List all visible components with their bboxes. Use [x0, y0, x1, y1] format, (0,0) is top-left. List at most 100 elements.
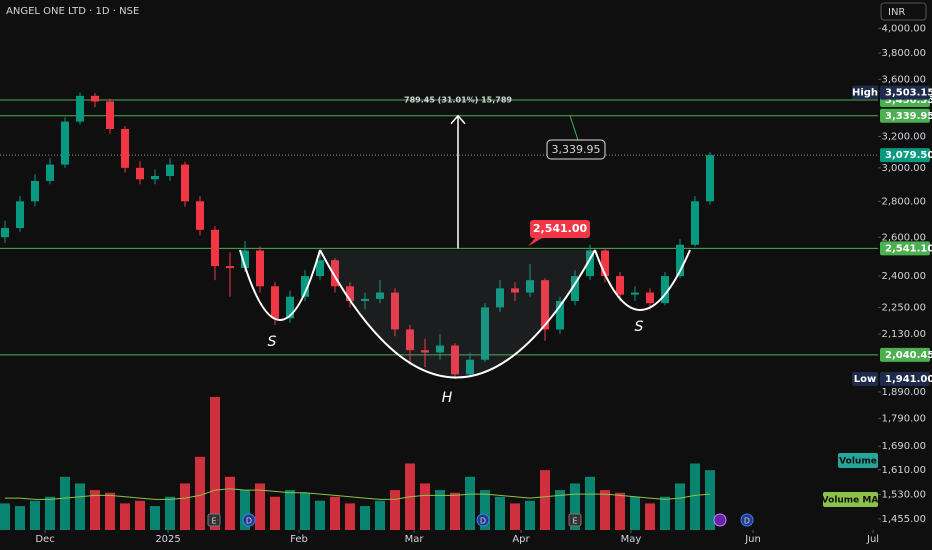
pattern-label: H — [442, 390, 453, 406]
candle-body — [255, 250, 264, 287]
candle-body — [645, 292, 654, 304]
event-split — [713, 513, 727, 527]
candle-body — [240, 250, 249, 269]
volume-bar — [119, 503, 130, 530]
y-tick-label: 2,800.00 — [881, 196, 926, 207]
neckline-label: 2,541.00 — [533, 222, 588, 235]
pattern-curves — [239, 249, 691, 379]
low_marker-label: 1,941.00 — [885, 374, 932, 385]
y-tick-label: 1,610.00 — [881, 465, 926, 476]
volume-bar — [14, 506, 25, 530]
candle-body — [570, 276, 579, 301]
candle-body — [525, 280, 534, 293]
x-tick-label: Jun — [744, 534, 761, 545]
measure-label: 789.45 (31.01%) 15,789 — [404, 96, 512, 105]
volume-ma-legend-box — [823, 492, 878, 507]
volume-bar — [134, 500, 145, 530]
candle-body — [195, 201, 204, 230]
candle-body — [210, 229, 219, 267]
right-shoulder — [594, 249, 691, 311]
price-tag — [880, 347, 930, 362]
y-tick-label: 1,790.00 — [881, 413, 926, 424]
volume-bar — [554, 490, 565, 530]
high_marker-label: 3,503.15 — [885, 88, 932, 99]
volume-bar — [524, 500, 535, 530]
volume-bar — [164, 496, 175, 530]
x-tick-label: 2025 — [155, 534, 180, 545]
volume-bar — [539, 470, 550, 530]
y-tick-label: 2,250.00 — [881, 302, 926, 313]
candle-body — [300, 276, 309, 297]
candle-body — [315, 260, 324, 277]
candle-body — [540, 280, 549, 330]
volume-bar — [464, 476, 475, 530]
volume-legend: Volume — [839, 457, 877, 467]
volume-bar — [179, 483, 190, 530]
candle-body — [90, 95, 99, 102]
y-tick-label: 1,890.00 — [881, 387, 926, 398]
event-label: D — [246, 517, 252, 526]
volume-bar — [494, 496, 505, 530]
target-box — [546, 139, 606, 160]
candle-body — [510, 288, 519, 293]
volume-bar — [359, 506, 370, 530]
currency-button[interactable] — [880, 2, 927, 21]
volume-bar — [344, 503, 355, 530]
volume-bar — [269, 496, 280, 530]
volume-bar — [509, 503, 520, 530]
volume-bar — [299, 492, 310, 530]
y-tick-label: 2,600.00 — [881, 232, 926, 243]
volume-bar — [0, 503, 10, 530]
y-tick-label: 4,000.00 — [881, 23, 926, 34]
candle-body — [705, 155, 714, 202]
candle-body — [615, 276, 624, 295]
price-tag-label: 2,541.10 — [885, 243, 932, 254]
volume-bar — [194, 456, 205, 530]
volume-bar — [479, 490, 490, 530]
volume-bar — [209, 397, 220, 530]
candle-body — [0, 228, 9, 238]
event-earnings — [568, 513, 582, 527]
candle-body — [495, 288, 504, 308]
volume-legend-box — [838, 453, 878, 468]
y-tick-label: 2,400.00 — [881, 271, 926, 282]
volume-bar — [599, 490, 610, 530]
currency[interactable]: INR — [888, 7, 905, 18]
y-tick-label: 3,600.00 — [881, 74, 926, 85]
candle-body — [480, 307, 489, 360]
low_marker-tag — [880, 372, 930, 387]
volume-bar — [629, 496, 640, 530]
candle-body — [225, 266, 234, 269]
candle-body — [450, 345, 459, 375]
price-tag — [880, 108, 930, 123]
volume-bar — [614, 492, 625, 530]
candle-body — [285, 296, 294, 319]
volume-bar — [29, 500, 40, 530]
volume-bar — [644, 503, 655, 530]
head — [319, 249, 596, 379]
y-tick-label: 1,690.00 — [881, 441, 926, 452]
candle-body — [105, 101, 114, 129]
high_marker-name: High — [852, 88, 878, 99]
target-pointer — [569, 115, 579, 141]
candle-body — [45, 164, 54, 181]
volume-bar — [59, 476, 70, 530]
volume-bar — [104, 492, 115, 530]
x-tick-label: Dec — [35, 534, 54, 545]
candle-body — [330, 260, 339, 287]
x-tick-label: May — [621, 534, 642, 545]
low_marker-name-box — [852, 372, 878, 387]
candle-body — [675, 244, 684, 277]
last-price-label: 3,079.50 — [885, 150, 932, 161]
volume-bar — [389, 490, 400, 530]
candle-body — [600, 250, 609, 277]
y-tick-label: 3,200.00 — [881, 132, 926, 143]
x-tick-label: Feb — [290, 534, 308, 545]
volume-bar — [329, 496, 340, 530]
volume-bar — [569, 483, 580, 530]
volume-bar — [314, 500, 325, 530]
chart-title: ANGEL ONE LTD · 1D · NSE — [6, 6, 139, 17]
y-tick-label: 3,800.00 — [881, 48, 926, 59]
